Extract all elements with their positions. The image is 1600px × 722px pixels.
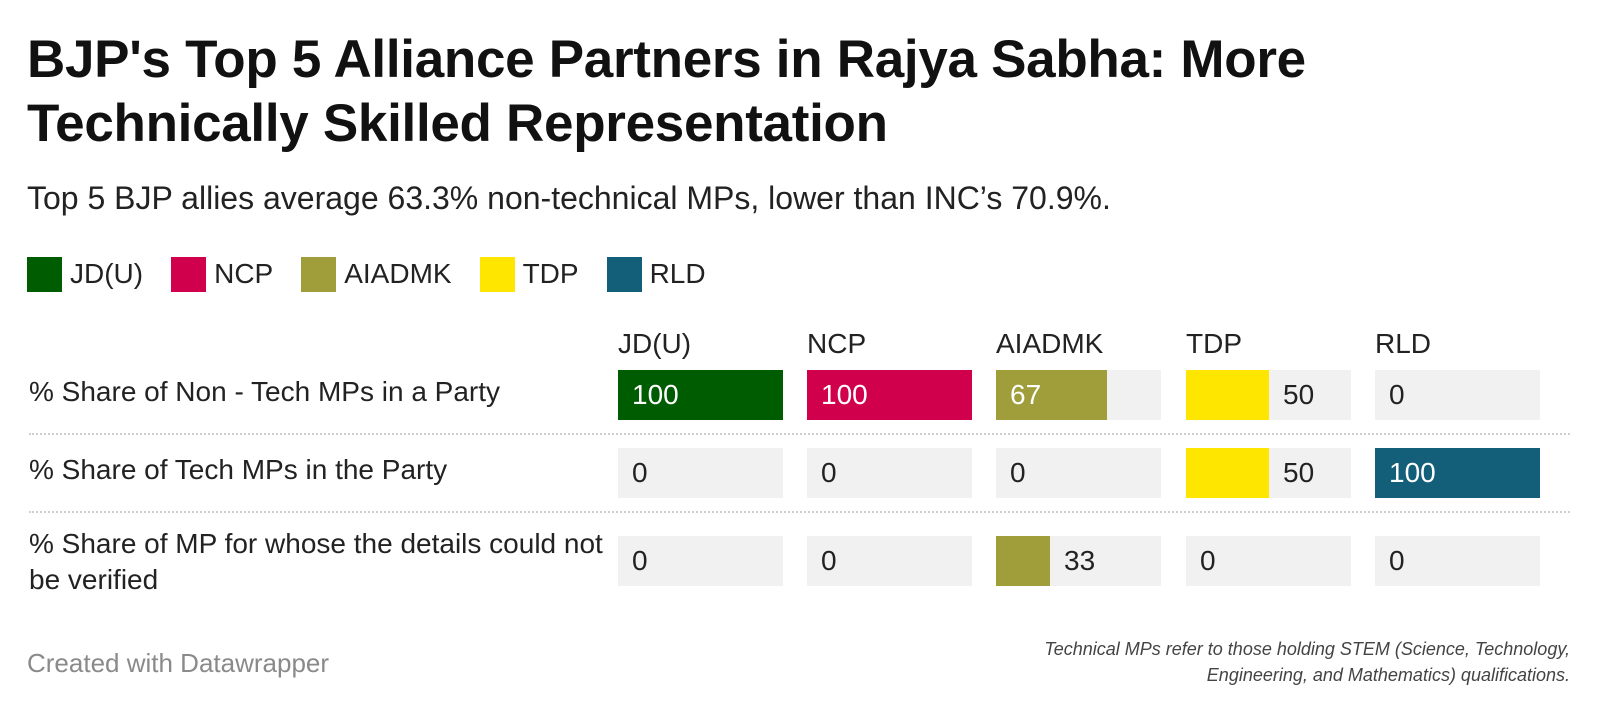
row-divider — [29, 511, 1570, 513]
bar-cell: 50 — [1186, 370, 1351, 420]
bar — [1186, 370, 1269, 420]
legend-item-rld: RLD — [606, 256, 706, 292]
column-header: JD(U) — [618, 328, 692, 359]
chart-subtitle: Top 5 BJP allies average 63.3% non-techn… — [27, 180, 1111, 216]
legend-label: NCP — [214, 258, 274, 289]
bar-cell: 50 — [1186, 448, 1351, 498]
legend-label: JD(U) — [70, 258, 144, 289]
row-label: % Share of Non - Tech MPs in a Party — [29, 376, 501, 407]
bar-cell: 0 — [807, 448, 972, 498]
bar — [1186, 448, 1269, 498]
row-divider — [29, 433, 1570, 435]
data-label: 0 — [1200, 545, 1216, 576]
legend-swatch — [27, 256, 62, 292]
bar-cell: 67 — [996, 370, 1161, 420]
bar — [618, 370, 783, 420]
bar-cell: 100 — [807, 370, 972, 420]
legend-label: AIADMK — [344, 258, 452, 289]
data-label: 100 — [821, 379, 868, 410]
bar — [807, 370, 972, 420]
legend-swatch — [301, 256, 337, 292]
row-label: % Share of MP for whose the details coul… — [29, 528, 603, 595]
bar — [996, 536, 1050, 586]
bar-cell: 0 — [1375, 370, 1540, 420]
bar — [1375, 448, 1540, 498]
data-label: 0 — [821, 457, 837, 488]
data-label: 0 — [1389, 545, 1405, 576]
data-label: 0 — [1010, 457, 1026, 488]
data-label: 0 — [632, 457, 648, 488]
data-label: 67 — [1010, 379, 1042, 410]
legend-item-tdp: TDP — [479, 256, 579, 292]
bar-cell: 0 — [1186, 536, 1351, 586]
data-label: 100 — [1389, 457, 1436, 488]
data-label: 50 — [1283, 457, 1315, 488]
data-label: 0 — [821, 545, 837, 576]
chart-title: BJP's Top 5 Alliance Partners in Rajya S… — [27, 30, 1306, 153]
column-header: RLD — [1375, 328, 1432, 359]
legend-item-ncp: NCP — [171, 256, 274, 292]
legend: JD(U) NCP AIADMK TDP RLD — [27, 256, 734, 292]
legend-label: RLD — [649, 258, 706, 289]
bar-cell: 0 — [996, 448, 1161, 498]
legend-item-jdu: JD(U) — [27, 256, 144, 292]
bar-cell: 0 — [618, 536, 783, 586]
footnote: Technical MPs refer to those holding STE… — [1044, 639, 1570, 685]
legend-label: TDP — [522, 258, 579, 289]
column-header: TDP — [1186, 328, 1242, 359]
data-label: 33 — [1064, 545, 1096, 576]
bar-cell: 100 — [618, 370, 783, 420]
bar-cell: 100 — [1375, 448, 1540, 498]
data-label: 0 — [632, 545, 648, 576]
row-label: % Share of Tech MPs in the Party — [29, 454, 448, 485]
bar-cell: 0 — [807, 536, 972, 586]
datawrapper-credit[interactable]: Created with Datawrapper — [27, 648, 330, 678]
column-header: NCP — [807, 328, 867, 359]
bar-cell: 0 — [618, 448, 783, 498]
legend-swatch — [171, 256, 207, 292]
data-label: 100 — [632, 379, 679, 410]
column-header: AIADMK — [996, 328, 1104, 359]
bar — [996, 370, 1107, 420]
legend-swatch — [479, 256, 515, 292]
data-label: 50 — [1283, 379, 1315, 410]
bar-cell: 0 — [1375, 536, 1540, 586]
legend-swatch — [606, 256, 642, 292]
legend-item-aiadmk: AIADMK — [301, 256, 452, 292]
data-label: 0 — [1389, 379, 1405, 410]
bar-cell: 33 — [996, 536, 1161, 586]
